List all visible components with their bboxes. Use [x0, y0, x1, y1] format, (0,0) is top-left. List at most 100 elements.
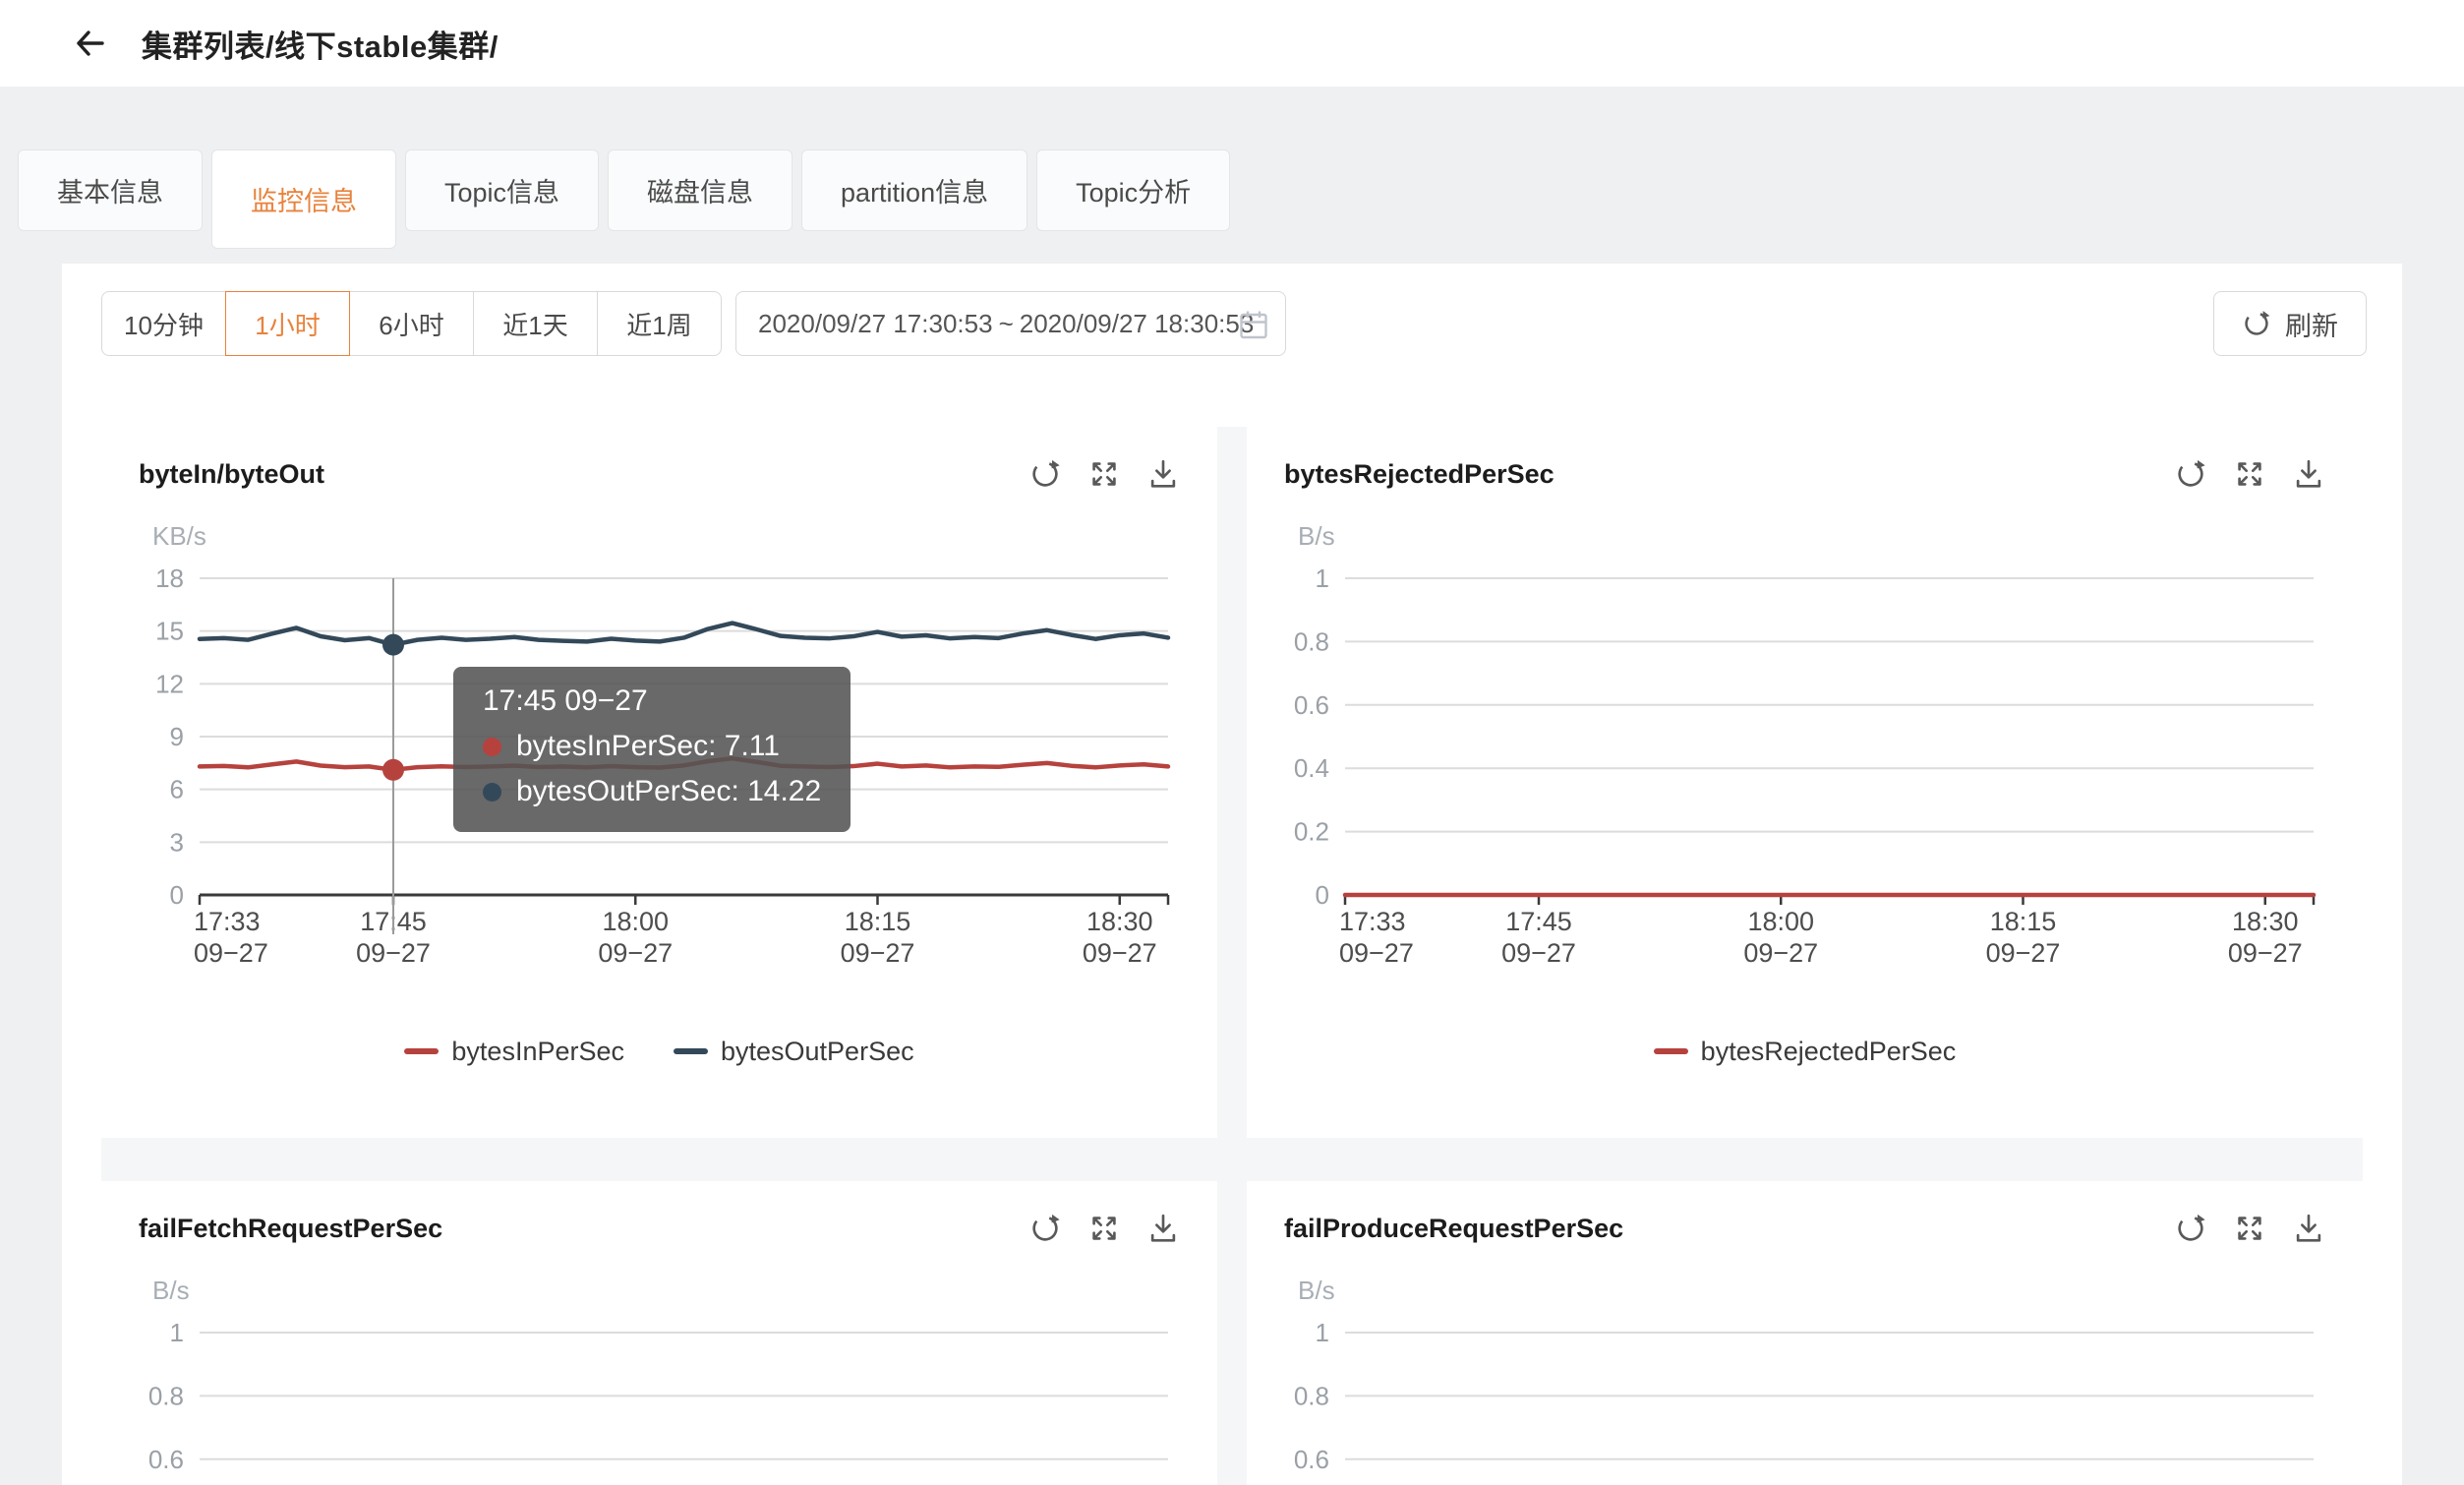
svg-text:17:45: 17:45 — [1505, 907, 1572, 936]
svg-text:3: 3 — [170, 827, 184, 857]
svg-text:1: 1 — [1316, 566, 1329, 593]
svg-text:09−27: 09−27 — [1986, 938, 2061, 968]
svg-text:09−27: 09−27 — [841, 938, 915, 968]
chart-toolbar: 10分钟 1小时 6小时 近1天 近1周 2020/09/27 17:30:53… — [101, 291, 2367, 356]
range-1week[interactable]: 近1周 — [597, 291, 722, 356]
refresh-button[interactable]: 刷新 — [2213, 291, 2367, 356]
legend-item[interactable]: bytesRejectedPerSec — [1653, 1037, 1956, 1067]
svg-text:0.8: 0.8 — [1294, 1381, 1329, 1410]
arrow-left-icon — [77, 30, 104, 56]
tab-partition-info[interactable]: partition信息 — [801, 149, 1028, 231]
refresh-icon[interactable] — [2174, 457, 2207, 491]
chart-card-bytein-byteout: byteIn/byteOut KB/s 0 3 6 9 12 15 18 17:33 09−27… — [101, 427, 1217, 1138]
refresh-icon[interactable] — [1028, 457, 1062, 491]
legend-item[interactable]: bytesInPerSec — [404, 1037, 624, 1067]
chart-unit: B/s — [1298, 521, 1335, 551]
svg-text:0.6: 0.6 — [1294, 690, 1329, 720]
tab-topic-info[interactable]: Topic信息 — [405, 149, 600, 231]
tab-disk-info[interactable]: 磁盘信息 — [608, 149, 793, 231]
download-icon[interactable] — [1146, 457, 1180, 491]
back-button[interactable] — [71, 23, 112, 64]
svg-text:0: 0 — [170, 880, 184, 910]
svg-text:0.8: 0.8 — [1294, 626, 1329, 656]
svg-text:09−27: 09−27 — [1083, 938, 1157, 968]
svg-text:0.6: 0.6 — [148, 1445, 184, 1474]
download-icon[interactable] — [1146, 1212, 1180, 1245]
svg-text:18:15: 18:15 — [1990, 907, 2057, 936]
main-panel: 10分钟 1小时 6小时 近1天 近1周 2020/09/27 17:30:53… — [62, 264, 2402, 1485]
chart-card-fail-produce: failProduceRequestPerSec B/s 00.20.40.60… — [1247, 1181, 2363, 1485]
range-6hour[interactable]: 6小时 — [349, 291, 474, 356]
svg-text:09−27: 09−27 — [1339, 938, 1414, 968]
date-separator: ~ — [998, 308, 1014, 338]
expand-icon[interactable] — [1087, 1212, 1121, 1245]
page-header: 集群列表/线下stable集群/ — [0, 0, 2464, 87]
chart-unit: B/s — [1298, 1276, 1335, 1305]
refresh-label: 刷新 — [2285, 311, 2338, 341]
chart-card-bytes-rejected: bytesRejectedPerSec B/s 0 0.2 0.4 0.6 0.8 1 17… — [1247, 427, 2363, 1138]
download-icon[interactable] — [2292, 1212, 2325, 1245]
svg-text:18:15: 18:15 — [845, 907, 911, 936]
chart-title: byteIn/byteOut — [139, 458, 325, 489]
svg-text:09−27: 09−27 — [1501, 938, 1576, 968]
date-start: 2020/09/27 17:30:53 — [758, 308, 993, 338]
chart-card-fail-fetch: failFetchRequestPerSec B/s 00.20.40.60.8… — [101, 1181, 1217, 1485]
svg-text:9: 9 — [170, 722, 184, 751]
svg-text:09−27: 09−27 — [194, 938, 268, 968]
breadcrumb: 集群列表/线下stable集群/ — [142, 29, 499, 64]
tab-bar: 基本信息 监控信息 Topic信息 磁盘信息 partition信息 Topic… — [18, 149, 1231, 249]
chart-unit: KB/s — [152, 521, 206, 551]
download-icon[interactable] — [2292, 457, 2325, 491]
legend-item[interactable]: bytesOutPerSec — [674, 1037, 914, 1067]
svg-text:09−27: 09−27 — [598, 938, 673, 968]
range-10min[interactable]: 10分钟 — [101, 291, 226, 356]
chart-title: bytesRejectedPerSec — [1284, 458, 1555, 489]
legend-mark — [1653, 1048, 1688, 1054]
svg-text:09−27: 09−27 — [356, 938, 431, 968]
chart-unit: B/s — [152, 1276, 190, 1305]
card-actions — [2174, 1212, 2325, 1245]
card-actions — [1028, 457, 1180, 491]
refresh-icon — [2245, 311, 2270, 335]
tab-monitor-info[interactable]: 监控信息 — [211, 149, 396, 249]
line-chart[interactable]: 00.20.40.60.8117:3309−2717:4509−2718:000… — [139, 1318, 1180, 1485]
date-end: 2020/09/27 18:30:53 — [1019, 308, 1255, 338]
expand-icon[interactable] — [2233, 457, 2266, 491]
svg-text:17:33: 17:33 — [194, 907, 261, 936]
svg-text:0.2: 0.2 — [1294, 817, 1329, 847]
svg-text:17:33: 17:33 — [1339, 907, 1406, 936]
chart-legend: bytesRejectedPerSec — [1284, 1034, 2325, 1069]
svg-text:1: 1 — [1316, 1321, 1329, 1347]
card-actions — [1028, 1212, 1180, 1245]
svg-text:6: 6 — [170, 775, 184, 804]
svg-text:18:30: 18:30 — [1086, 907, 1153, 936]
calendar-icon — [1240, 311, 1267, 339]
date-range-picker[interactable]: 2020/09/27 17:30:53 ~ 2020/09/27 18:30:5… — [735, 291, 1286, 356]
line-chart[interactable]: 00.20.40.60.8117:3309−2717:4509−2718:000… — [1284, 1318, 2325, 1485]
refresh-icon[interactable] — [2174, 1212, 2207, 1245]
svg-text:18:00: 18:00 — [602, 907, 669, 936]
svg-text:0.8: 0.8 — [148, 1381, 184, 1410]
line-chart[interactable]: 0 3 6 9 12 15 18 17:33 09−27 17:45 09−27 18:00 09−27… — [139, 564, 1180, 977]
svg-text:09−27: 09−27 — [2228, 938, 2303, 968]
svg-text:18:00: 18:00 — [1747, 907, 1814, 936]
svg-text:12: 12 — [155, 669, 184, 698]
expand-icon[interactable] — [2233, 1212, 2266, 1245]
svg-text:15: 15 — [155, 617, 184, 646]
range-1hour[interactable]: 1小时 — [225, 291, 350, 356]
svg-text:0: 0 — [1316, 880, 1329, 910]
svg-text:0.4: 0.4 — [1294, 753, 1329, 783]
svg-text:18:30: 18:30 — [2232, 907, 2299, 936]
expand-icon[interactable] — [1087, 457, 1121, 491]
tab-topic-analysis[interactable]: Topic分析 — [1036, 149, 1231, 231]
range-1day[interactable]: 近1天 — [473, 291, 598, 356]
legend-mark — [404, 1048, 440, 1054]
refresh-icon[interactable] — [1028, 1212, 1062, 1245]
chart-title: failFetchRequestPerSec — [139, 1213, 443, 1243]
svg-text:0.6: 0.6 — [1294, 1445, 1329, 1474]
card-actions — [2174, 457, 2325, 491]
tab-basic-info[interactable]: 基本信息 — [18, 149, 203, 231]
chart-legend: bytesInPerSec bytesOutPerSec — [139, 1034, 1180, 1069]
svg-text:09−27: 09−27 — [1743, 938, 1818, 968]
